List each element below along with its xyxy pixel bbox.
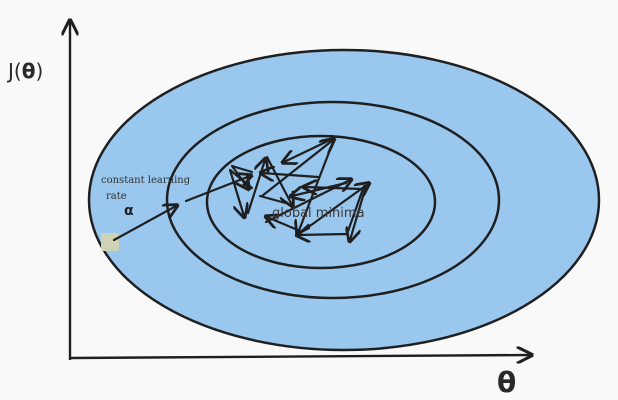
global-minima-label: global minima [272, 206, 365, 221]
descent-step [305, 187, 364, 189]
descent-step [294, 184, 368, 238]
y-axis-label-suffix: ) [35, 59, 43, 83]
descent-step [260, 140, 333, 198]
descent-step [228, 168, 244, 216]
descent-step [292, 181, 348, 196]
descent-step [230, 164, 254, 174]
descent-step [298, 234, 349, 235]
y-axis-label: J(θ) [6, 59, 43, 83]
descent-path [112, 138, 368, 242]
x-axis [69, 355, 530, 358]
start-point-marker [101, 233, 119, 251]
x-axis-label: θ [497, 366, 516, 399]
learning-rate-label-line1: constant learning [101, 175, 191, 186]
descent-step [228, 168, 254, 190]
inner-contour [205, 134, 437, 270]
descent-step [350, 184, 368, 240]
learning-rate-label-line2: rate [106, 191, 127, 202]
descent-step [284, 138, 332, 162]
middle-contour [165, 100, 501, 300]
y-axis-label-prefix: J( [6, 59, 22, 83]
descent-step [262, 173, 320, 177]
descent-step [258, 194, 291, 206]
alpha-label: α [124, 203, 134, 219]
descent-step [112, 206, 176, 242]
y-axis-label-symbol: θ [22, 59, 36, 83]
